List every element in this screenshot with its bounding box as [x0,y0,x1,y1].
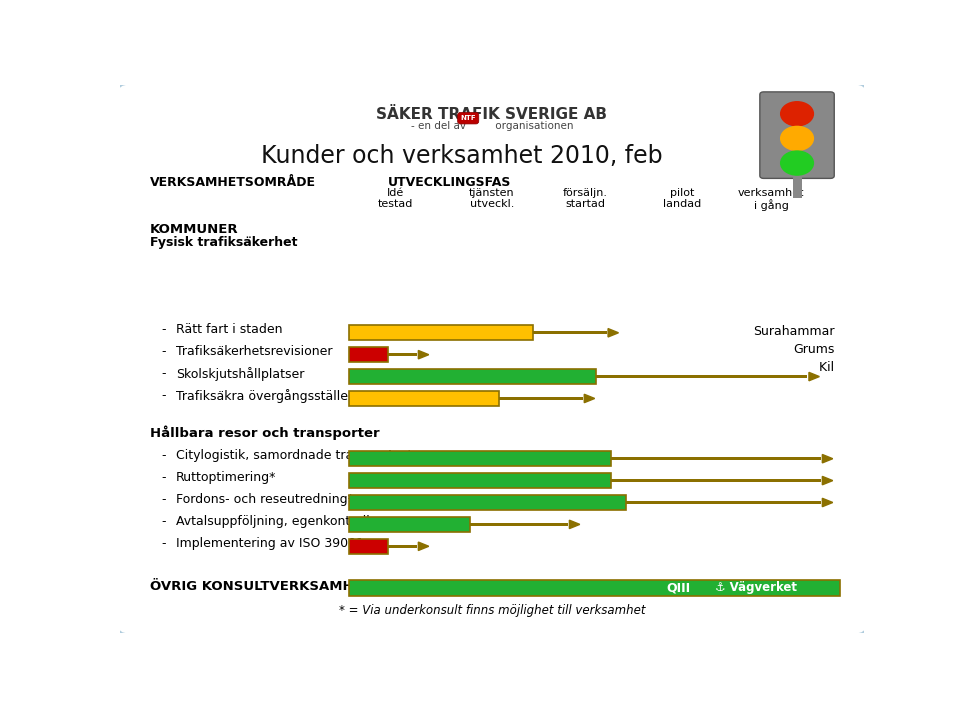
Polygon shape [419,542,429,550]
Text: landad: landad [662,198,701,208]
Text: -: - [161,324,165,336]
Text: ÖVRIG KONSULTVERKSAMHET: ÖVRIG KONSULTVERKSAMHET [150,579,372,593]
Bar [388,353,417,356]
Text: Ruttoptimering*: Ruttoptimering* [176,471,276,484]
Bar [349,369,596,384]
Bar [611,457,821,461]
Bar [349,539,388,554]
Text: Kunder och verksamhet 2010, feb: Kunder och verksamhet 2010, feb [261,144,663,168]
Text: Idé: Idé [387,188,404,198]
Polygon shape [809,373,820,381]
Text: Hållbara resor och transporter: Hållbara resor och transporter [150,426,379,440]
Bar [349,495,626,510]
Polygon shape [569,520,580,528]
Text: -: - [161,368,165,380]
Text: Rätt fart i staden: Rätt fart i staden [176,324,282,336]
Polygon shape [585,395,594,402]
Text: VERKSAMHETSOMRÅDE: VERKSAMHETSOMRÅDE [150,176,316,189]
Text: -: - [161,389,165,402]
Text: Implementering av ISO 39001: Implementering av ISO 39001 [176,537,364,550]
Bar [596,375,807,378]
Polygon shape [823,498,832,507]
Polygon shape [608,328,618,337]
Text: UTVECKLINGSFAS: UTVECKLINGSFAS [388,176,512,189]
Text: Skolskjutshållplatser: Skolskjutshållplatser [176,368,304,381]
Bar [349,325,533,341]
Bar [349,517,469,532]
FancyBboxPatch shape [118,84,866,634]
Text: försäljn.: försäljn. [563,188,608,198]
Bar [349,451,611,466]
Bar [626,501,821,504]
Polygon shape [823,454,832,463]
Text: utveckl.: utveckl. [469,198,515,208]
Circle shape [780,127,813,151]
Bar [349,391,499,406]
Text: i gång: i gång [754,198,788,210]
Text: NTF: NTF [461,115,476,121]
Bar [388,545,417,548]
FancyBboxPatch shape [760,92,834,178]
Bar [533,331,607,334]
Text: -: - [161,493,165,506]
Circle shape [780,102,813,126]
Text: KOMMUNER: KOMMUNER [150,223,238,236]
Text: tjänsten: tjänsten [469,188,515,198]
Bar [469,523,568,526]
Text: Trafiksäkra övergångsställen: Trafiksäkra övergångsställen [176,389,355,403]
Text: Citylogistik, samordnade transporter*: Citylogistik, samordnade transporter* [176,449,412,462]
Polygon shape [823,476,832,485]
Text: -: - [161,471,165,484]
Text: QIII: QIII [667,582,691,594]
Text: -: - [161,515,165,528]
Bar [349,347,388,363]
Text: -: - [161,537,165,550]
Text: -: - [161,346,165,358]
Bar [499,397,583,400]
Text: startad: startad [565,198,605,208]
Text: -: - [161,449,165,462]
Text: Avtalsuppföljning, egenkontroll: Avtalsuppföljning, egenkontroll [176,515,370,528]
Text: Fordons- och reseutredning*: Fordons- och reseutredning* [176,493,353,506]
Bar [793,176,802,198]
Text: * = Via underkonsult finns möjlighet till verksamhet: * = Via underkonsult finns möjlighet til… [339,604,645,617]
Bar [611,479,821,482]
Bar [349,580,840,596]
Text: pilot: pilot [669,188,694,198]
Bar [349,473,611,488]
Text: verksamhet: verksamhet [737,188,804,198]
Text: ⚓ Vägverket: ⚓ Vägverket [715,582,797,594]
Text: SÄKER TRAFIK SVERIGE AB: SÄKER TRAFIK SVERIGE AB [376,107,608,122]
Text: Trafiksäkerhetsrevisioner: Trafiksäkerhetsrevisioner [176,346,332,358]
Text: Surahammar
Grums
     Kil: Surahammar Grums Kil [753,325,834,374]
Polygon shape [419,351,429,359]
Text: - en del av         organisationen: - en del av organisationen [411,121,573,131]
Text: Fysisk trafiksäkerhet: Fysisk trafiksäkerhet [150,237,298,250]
Text: testad: testad [377,198,413,208]
Circle shape [780,151,813,175]
